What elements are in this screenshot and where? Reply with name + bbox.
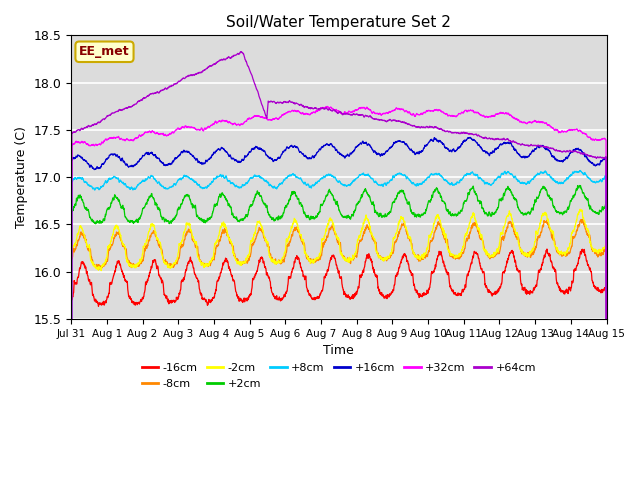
Line: +16cm: +16cm xyxy=(71,137,607,480)
-8cm xyxy=(160,259,168,265)
+16cm xyxy=(593,162,600,168)
-16cm xyxy=(543,246,551,252)
+64cm xyxy=(273,100,280,106)
+32cm xyxy=(160,132,168,138)
-2cm xyxy=(576,206,584,212)
+8cm xyxy=(593,179,600,185)
-8cm xyxy=(534,234,542,240)
+64cm xyxy=(237,49,245,55)
+8cm xyxy=(296,176,303,182)
+32cm xyxy=(323,104,331,109)
+2cm xyxy=(160,216,168,222)
+64cm xyxy=(160,87,168,93)
-8cm xyxy=(129,263,136,268)
+2cm xyxy=(129,218,136,224)
-2cm xyxy=(296,231,303,237)
Title: Soil/Water Temperature Set 2: Soil/Water Temperature Set 2 xyxy=(227,15,451,30)
+2cm xyxy=(273,216,280,221)
-2cm xyxy=(160,259,168,264)
+8cm xyxy=(129,185,136,191)
+32cm xyxy=(296,109,303,115)
Line: +2cm: +2cm xyxy=(71,185,607,480)
-2cm xyxy=(129,265,136,271)
+16cm xyxy=(273,157,280,163)
+32cm xyxy=(534,119,542,124)
Line: +64cm: +64cm xyxy=(71,52,607,480)
+16cm xyxy=(467,134,474,140)
-8cm xyxy=(593,248,600,254)
+32cm xyxy=(129,138,136,144)
X-axis label: Time: Time xyxy=(323,344,354,357)
Line: -2cm: -2cm xyxy=(71,209,607,480)
+2cm xyxy=(593,210,600,216)
Legend: -16cm, -8cm, -2cm, +2cm, +8cm, +16cm, +32cm, +64cm: -16cm, -8cm, -2cm, +2cm, +8cm, +16cm, +3… xyxy=(137,359,541,393)
Line: -8cm: -8cm xyxy=(71,219,607,480)
Line: +32cm: +32cm xyxy=(71,107,607,480)
-2cm xyxy=(593,249,600,255)
-16cm xyxy=(534,268,542,274)
+2cm xyxy=(534,195,542,201)
+8cm xyxy=(577,168,584,173)
-16cm xyxy=(273,294,280,300)
-16cm xyxy=(129,298,136,304)
+16cm xyxy=(534,144,542,149)
Line: -16cm: -16cm xyxy=(71,249,607,480)
+64cm xyxy=(534,143,542,148)
+8cm xyxy=(273,186,280,192)
+16cm xyxy=(129,163,136,168)
+64cm xyxy=(296,102,304,108)
-8cm xyxy=(296,232,303,238)
+64cm xyxy=(129,104,136,109)
-16cm xyxy=(160,290,168,296)
+64cm xyxy=(593,155,600,161)
-8cm xyxy=(273,261,280,266)
Text: EE_met: EE_met xyxy=(79,45,130,58)
+16cm xyxy=(160,162,168,168)
-16cm xyxy=(296,261,303,266)
Y-axis label: Temperature (C): Temperature (C) xyxy=(15,126,28,228)
+8cm xyxy=(534,171,542,177)
+8cm xyxy=(160,185,168,191)
+32cm xyxy=(593,137,600,143)
-2cm xyxy=(273,260,280,266)
+2cm xyxy=(576,182,584,188)
+16cm xyxy=(296,149,303,155)
Line: +8cm: +8cm xyxy=(71,170,607,480)
-8cm xyxy=(579,216,586,222)
-2cm xyxy=(534,227,542,232)
+32cm xyxy=(273,115,280,121)
-16cm xyxy=(593,287,600,292)
+2cm xyxy=(296,200,303,206)
